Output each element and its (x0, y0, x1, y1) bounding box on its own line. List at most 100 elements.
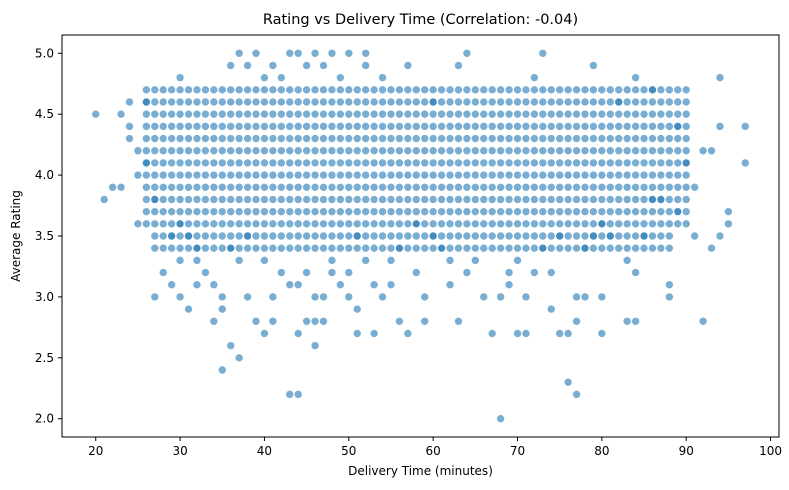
data-point (361, 219, 370, 229)
data-point (496, 292, 505, 302)
data-point (530, 85, 539, 95)
data-point (673, 97, 683, 107)
data-point (496, 85, 505, 95)
data-point (437, 207, 446, 216)
data-point (158, 134, 168, 143)
data-point (589, 109, 598, 119)
data-point (344, 207, 354, 216)
data-point (99, 195, 109, 204)
data-point (496, 219, 505, 229)
data-point (639, 231, 649, 241)
data-point (277, 158, 286, 168)
data-point (437, 134, 446, 143)
data-point (538, 243, 548, 253)
data-point (167, 146, 176, 156)
data-point (310, 134, 320, 143)
data-point (504, 195, 514, 204)
data-point (648, 243, 657, 253)
data-point (167, 280, 176, 290)
data-point (681, 207, 691, 216)
data-point (521, 219, 531, 229)
data-point (251, 182, 261, 192)
data-point (327, 170, 337, 180)
data-point (411, 97, 421, 107)
data-point (454, 170, 463, 180)
data-point (597, 329, 607, 338)
data-point (192, 158, 202, 168)
data-point (310, 170, 320, 180)
data-point (589, 97, 598, 107)
data-point (302, 207, 311, 216)
data-point (622, 219, 632, 229)
data-point (386, 146, 396, 156)
data-point (411, 268, 421, 277)
y-axis: 2.0 2.5 3.0 3.5 4.0 4.5 5.0 (35, 46, 62, 426)
data-point (622, 85, 632, 95)
data-point (234, 146, 244, 156)
data-point (471, 256, 480, 265)
data-point (631, 231, 640, 241)
data-point (563, 377, 573, 387)
data-point (563, 207, 573, 216)
data-point (209, 122, 219, 131)
data-point (369, 122, 379, 131)
data-point (530, 109, 539, 119)
data-point (698, 316, 708, 326)
data-point (395, 158, 404, 168)
data-point (386, 231, 396, 241)
data-point (327, 231, 337, 241)
data-point (555, 219, 564, 229)
data-point (175, 109, 185, 119)
data-point (487, 85, 497, 95)
data-point (648, 158, 657, 168)
data-point (445, 195, 455, 204)
data-point (158, 85, 168, 95)
data-point (420, 243, 430, 253)
data-point (614, 219, 624, 229)
data-point (504, 146, 514, 156)
data-point (572, 243, 581, 253)
data-point (201, 122, 210, 131)
data-point (310, 341, 320, 350)
data-point (217, 122, 227, 131)
data-point (268, 61, 278, 70)
data-point (378, 219, 387, 229)
data-point (226, 195, 236, 204)
data-point (462, 122, 472, 131)
data-point (513, 231, 522, 241)
data-point (597, 97, 607, 107)
data-point (471, 231, 480, 241)
data-point (471, 182, 480, 192)
data-point (142, 219, 151, 229)
data-point (344, 97, 354, 107)
data-point (108, 182, 117, 192)
data-point (234, 207, 244, 216)
data-point (352, 109, 362, 119)
data-point (209, 231, 219, 241)
data-point (344, 109, 354, 119)
data-point (369, 231, 379, 241)
x-tick-label: 20 (88, 444, 103, 458)
data-point (462, 85, 472, 95)
data-point (336, 122, 345, 131)
data-point (504, 134, 514, 143)
data-point (479, 97, 489, 107)
data-point (589, 231, 598, 241)
data-point (597, 182, 607, 192)
data-point (437, 158, 446, 168)
data-point (142, 146, 151, 156)
data-point (226, 219, 236, 229)
data-point (462, 207, 472, 216)
data-point (268, 243, 278, 253)
data-point (740, 158, 750, 168)
data-point (217, 231, 227, 241)
data-point (471, 158, 480, 168)
data-point (614, 85, 624, 95)
data-point (319, 158, 328, 168)
data-point (268, 134, 278, 143)
data-point (175, 97, 185, 107)
data-point (226, 85, 236, 95)
data-point (319, 182, 328, 192)
data-point (521, 109, 531, 119)
data-point (639, 195, 649, 204)
